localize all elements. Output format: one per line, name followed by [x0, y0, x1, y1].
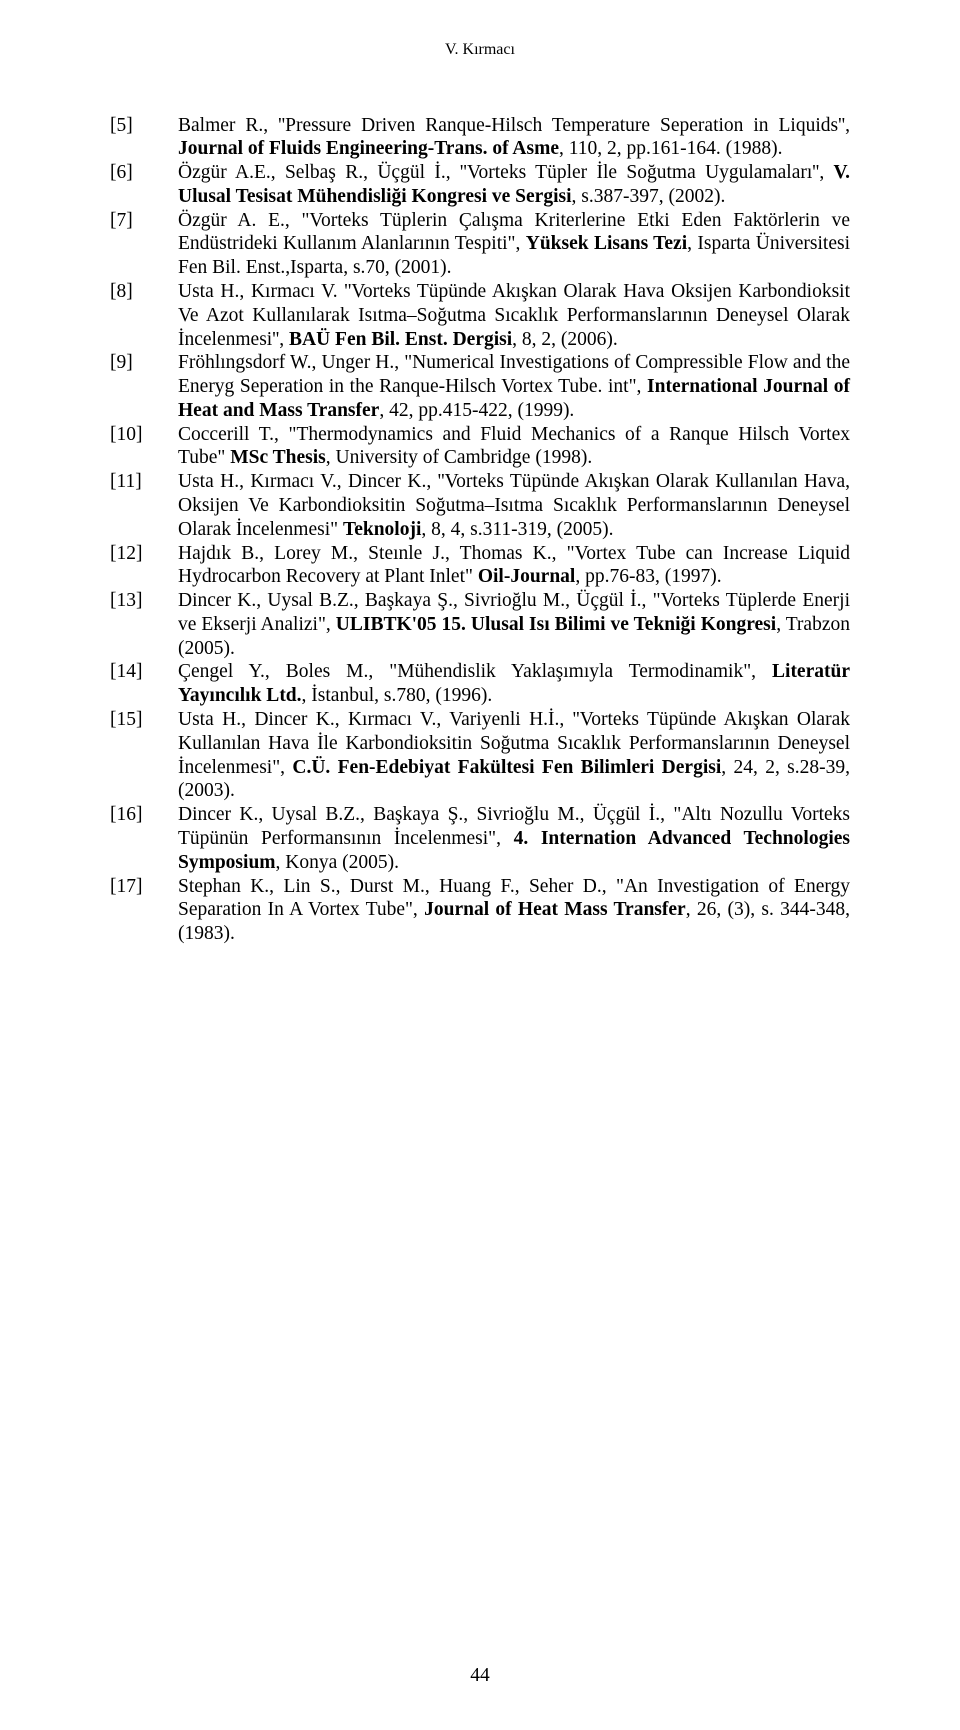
reference-body: Fröhlıngsdorf W., Unger H., "Numerical I… [178, 351, 850, 422]
reference-row: [16]Dincer K., Uysal B.Z., Başkaya Ş., S… [110, 803, 850, 874]
references-list: [5]Balmer R., ''Pressure Driven Ranque-H… [110, 114, 850, 946]
running-head: V. Kırmacı [110, 40, 850, 60]
reference-row: [9]Fröhlıngsdorf W., Unger H., "Numerica… [110, 351, 850, 422]
reference-body: Çengel Y., Boles M., "Mühendislik Yaklaş… [178, 660, 850, 708]
reference-title: ULIBTK'05 15. Ulusal Isı Bilimi ve Tekni… [336, 614, 776, 635]
reference-text: , University of Cambridge (1998). [326, 447, 592, 468]
reference-number: [16] [110, 803, 178, 874]
page-number: 44 [0, 1664, 960, 1688]
reference-number: [14] [110, 660, 178, 708]
reference-text: , 8, 2, (2006). [512, 329, 618, 350]
reference-row: [14]Çengel Y., Boles M., "Mühendislik Ya… [110, 660, 850, 708]
reference-number: [9] [110, 351, 178, 422]
reference-body: Dincer K., Uysal B.Z., Başkaya Ş., Sivri… [178, 589, 850, 660]
reference-title: Oil-Journal [478, 566, 576, 587]
reference-text: Özgür A.E., Selbaş R., Üçgül İ., ''Vorte… [178, 162, 834, 183]
reference-number: [5] [110, 114, 178, 162]
reference-number: [10] [110, 423, 178, 471]
reference-row: [11]Usta H., Kırmacı V., Dincer K., ''Vo… [110, 470, 850, 541]
reference-body: Coccerill T., "Thermodynamics and Fluid … [178, 423, 850, 471]
reference-row: [13]Dincer K., Uysal B.Z., Başkaya Ş., S… [110, 589, 850, 660]
reference-title: BAÜ Fen Bil. Enst. Dergisi [289, 329, 512, 350]
reference-body: Hajdık B., Lorey M., Steınle J., Thomas … [178, 542, 850, 590]
reference-title: Teknoloji [343, 519, 421, 540]
reference-text: , pp.76-83, (1997). [575, 566, 721, 587]
reference-number: [15] [110, 708, 178, 803]
reference-number: [13] [110, 589, 178, 660]
reference-number: [6] [110, 161, 178, 209]
reference-text: , 42, pp.415-422, (1999). [379, 400, 574, 421]
reference-body: Stephan K., Lin S., Durst M., Huang F., … [178, 875, 850, 946]
reference-title: MSc Thesis [230, 447, 326, 468]
reference-number: [12] [110, 542, 178, 590]
reference-row: [6]Özgür A.E., Selbaş R., Üçgül İ., ''Vo… [110, 161, 850, 209]
reference-body: Usta H., Dincer K., Kırmacı V., Variyenl… [178, 708, 850, 803]
reference-title: Yüksek Lisans Tezi [526, 233, 687, 254]
running-head-text: V. Kırmacı [445, 41, 515, 58]
reference-text: Çengel Y., Boles M., "Mühendislik Yaklaş… [178, 661, 772, 682]
reference-number: [11] [110, 470, 178, 541]
reference-text: , s.387-397, (2002). [572, 186, 726, 207]
reference-row: [7]Özgür A. E., "Vorteks Tüplerin Çalışm… [110, 209, 850, 280]
reference-title: C.Ü. Fen-Edebiyat Fakültesi Fen Bilimler… [292, 757, 721, 778]
reference-row: [5]Balmer R., ''Pressure Driven Ranque-H… [110, 114, 850, 162]
reference-text: , Konya (2005). [276, 852, 399, 873]
reference-text: , İstanbul, s.780, (1996). [302, 685, 493, 706]
reference-row: [12]Hajdık B., Lorey M., Steınle J., Tho… [110, 542, 850, 590]
reference-number: [8] [110, 280, 178, 351]
reference-number: [17] [110, 875, 178, 946]
reference-row: [8]Usta H., Kırmacı V. ''Vorteks Tüpünde… [110, 280, 850, 351]
reference-body: Balmer R., ''Pressure Driven Ranque-Hils… [178, 114, 850, 162]
page-number-text: 44 [470, 1665, 490, 1686]
reference-body: Usta H., Kırmacı V., Dincer K., ''Vortek… [178, 470, 850, 541]
reference-row: [15]Usta H., Dincer K., Kırmacı V., Vari… [110, 708, 850, 803]
reference-title: Journal of Heat Mass Transfer [424, 899, 686, 920]
reference-text: Balmer R., ''Pressure Driven Ranque-Hils… [178, 115, 850, 136]
reference-body: Özgür A.E., Selbaş R., Üçgül İ., ''Vorte… [178, 161, 850, 209]
reference-text: , 110, 2, pp.161-164. (1988). [559, 138, 783, 159]
reference-row: [10]Coccerill T., "Thermodynamics and Fl… [110, 423, 850, 471]
reference-body: Usta H., Kırmacı V. ''Vorteks Tüpünde Ak… [178, 280, 850, 351]
reference-title: Journal of Fluids Engineering-Trans. of … [178, 138, 559, 159]
reference-body: Özgür A. E., "Vorteks Tüplerin Çalışma K… [178, 209, 850, 280]
reference-number: [7] [110, 209, 178, 280]
reference-text: , 8, 4, s.311-319, (2005). [421, 519, 613, 540]
reference-row: [17]Stephan K., Lin S., Durst M., Huang … [110, 875, 850, 946]
reference-body: Dincer K., Uysal B.Z., Başkaya Ş., Sivri… [178, 803, 850, 874]
